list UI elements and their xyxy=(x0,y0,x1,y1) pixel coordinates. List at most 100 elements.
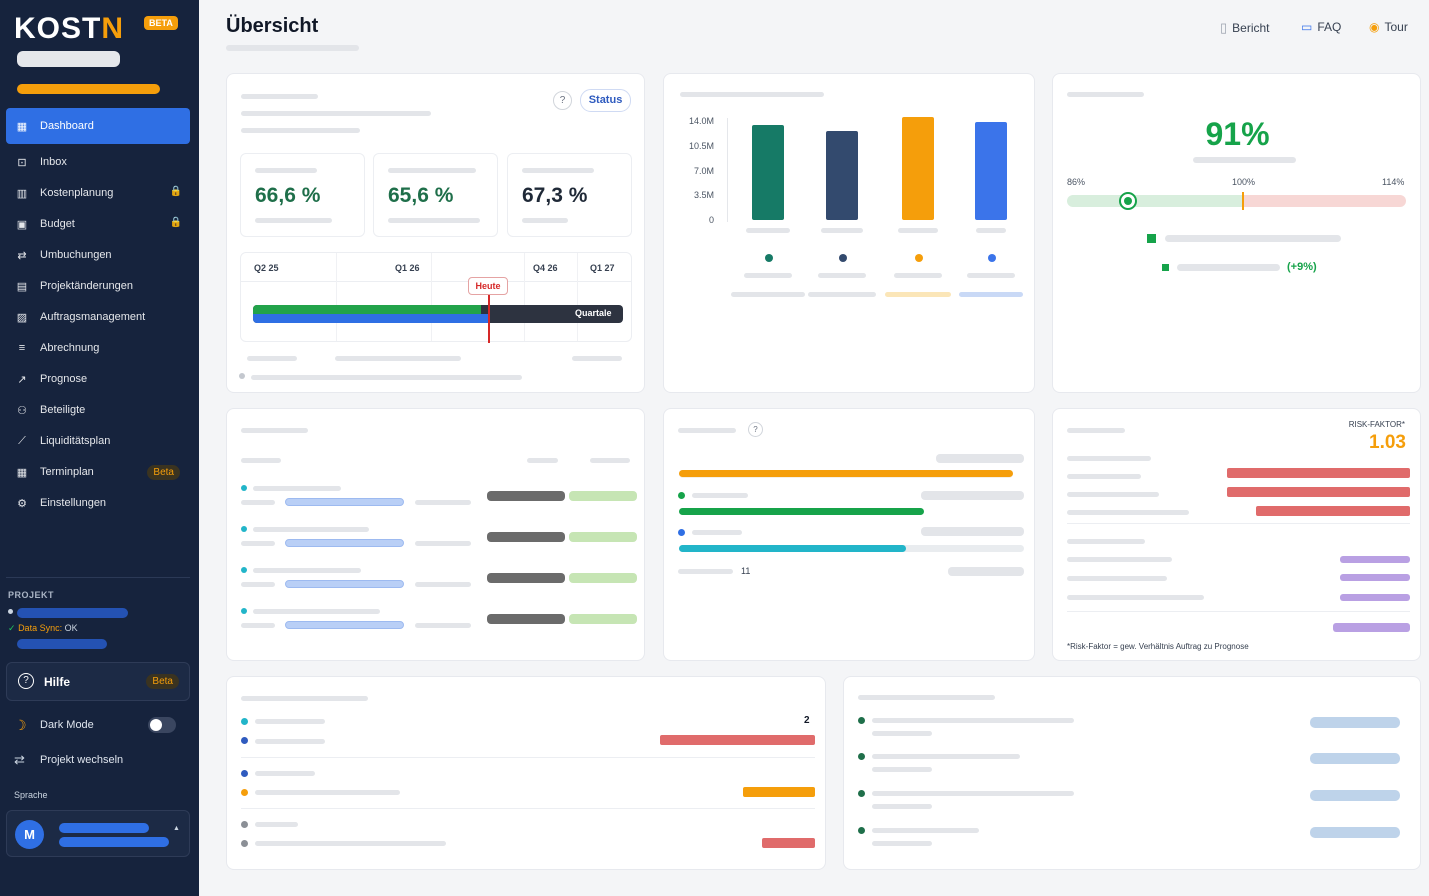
switch-project-link[interactable]: Projekt wechseln xyxy=(40,754,124,766)
nav-item-label: Liquiditätsplan xyxy=(40,435,111,447)
timeline-mode-label[interactable]: Quartale xyxy=(575,308,612,318)
kpi-caption-placeholder xyxy=(255,218,332,223)
nav-item-label: Einstellungen xyxy=(40,497,107,509)
status-dot xyxy=(8,609,13,614)
deadline-bar xyxy=(743,787,815,797)
card-title-placeholder xyxy=(680,92,824,97)
report-icon: ▯ xyxy=(1220,20,1228,35)
row-amount-bar xyxy=(487,614,565,624)
legend-dot xyxy=(239,373,245,379)
percent-value: 91% xyxy=(1205,116,1270,152)
nav-item-label: Projektänderungen xyxy=(40,280,133,292)
participant-contact-pill[interactable] xyxy=(1310,753,1400,764)
card-title-placeholder xyxy=(1067,428,1125,433)
faq-link[interactable]: ▭ FAQ xyxy=(1301,20,1341,34)
legend-placeholder xyxy=(1177,264,1280,271)
row-label-placeholder xyxy=(1067,474,1141,479)
nav-item-budget[interactable]: ▣ Budget 🔒 xyxy=(6,209,190,239)
label-placeholder xyxy=(692,530,742,535)
nav-item-terminplan[interactable]: ▦ Terminplan Beta xyxy=(6,457,190,487)
column-header-placeholder xyxy=(241,458,281,463)
y-tick-label: 7.0M xyxy=(693,165,714,176)
compass-icon: ◉ xyxy=(1369,20,1380,34)
kpi-tile: 67,3 % xyxy=(507,153,632,237)
help-icon[interactable]: ? xyxy=(553,91,572,110)
card-title-placeholder xyxy=(241,428,308,433)
nav-item-projektänderungen[interactable]: ▤ Projektänderungen xyxy=(6,271,190,301)
nav-item-abrechnung[interactable]: ≡ Abrechnung xyxy=(6,333,190,363)
label-placeholder xyxy=(255,719,325,724)
nav-item-label: Auftragsmanagement xyxy=(40,311,146,323)
legend-dot xyxy=(241,718,248,725)
quarter-label: Q1 27 xyxy=(590,263,615,273)
sync-placeholder xyxy=(17,639,107,649)
today-marker: Heute xyxy=(468,277,508,295)
help-icon[interactable]: ? xyxy=(748,422,763,437)
divider xyxy=(241,757,815,758)
x-label-placeholder xyxy=(821,228,863,233)
participant-contact-pill[interactable] xyxy=(1310,790,1400,801)
help-icon: ? xyxy=(18,673,34,689)
participant-role-placeholder xyxy=(872,767,932,772)
dark-mode-toggle[interactable] xyxy=(148,717,176,733)
nav-item-auftragsmanagement[interactable]: ▨ Auftragsmanagement xyxy=(6,302,190,332)
x-label-placeholder xyxy=(898,228,938,233)
nav-item-inbox[interactable]: ⊡ Inbox xyxy=(6,147,190,177)
inbox-icon: ⊡ xyxy=(17,156,27,169)
participant-contact-pill[interactable] xyxy=(1310,717,1400,728)
row-meta-placeholder xyxy=(241,500,275,505)
percent-caption-placeholder xyxy=(1193,157,1296,163)
card-title-placeholder xyxy=(678,428,736,433)
logo[interactable]: KOSTN xyxy=(14,12,125,45)
card-title-placeholder xyxy=(1067,92,1144,97)
help-button[interactable]: ? Hilfe Beta xyxy=(6,662,190,701)
trend-icon: ↗ xyxy=(17,373,27,386)
gauge-target-line xyxy=(1242,192,1244,210)
participant-dot xyxy=(858,790,865,797)
delta-value: (+9%) xyxy=(1287,261,1317,273)
legend-value-placeholder xyxy=(731,292,805,297)
language-selector[interactable]: M ▲ xyxy=(6,810,190,857)
nav-item-beteiligte[interactable]: ⚇ Beteiligte xyxy=(6,395,190,425)
scale-min: 86% xyxy=(1067,177,1086,187)
nav-item-prognose[interactable]: ↗ Prognose xyxy=(6,364,190,394)
legend-value-placeholder xyxy=(885,292,951,297)
legend-dot xyxy=(241,821,248,828)
bar[interactable] xyxy=(752,125,784,220)
report-link[interactable]: ▯ Bericht xyxy=(1220,20,1270,36)
row-title-placeholder xyxy=(253,609,380,614)
budget-icon: ▣ xyxy=(16,218,28,231)
avatar: M xyxy=(15,820,44,849)
deadline-card: 2 xyxy=(226,676,826,870)
divider xyxy=(6,577,190,578)
nav-item-kostenplanung[interactable]: ▥ Kostenplanung 🔒 xyxy=(6,178,190,208)
legend-value-placeholder xyxy=(808,292,876,297)
legend-square xyxy=(1162,264,1169,271)
legend-label-placeholder xyxy=(967,273,1015,278)
line-chart-icon: ⟋ xyxy=(18,434,26,447)
subtitle-placeholder xyxy=(226,45,359,51)
tour-link[interactable]: ◉ Tour xyxy=(1369,20,1408,34)
nav-item-umbuchungen[interactable]: ⇄ Umbuchungen xyxy=(6,240,190,270)
bar[interactable] xyxy=(826,130,858,220)
risk-bar xyxy=(1227,468,1410,478)
label-placeholder xyxy=(255,739,325,744)
nav-item-liquiditätsplan[interactable]: ⟋ Liquiditätsplan xyxy=(6,426,190,456)
count-value: 11 xyxy=(741,566,751,576)
status-button[interactable]: Status xyxy=(580,89,631,112)
legend-placeholder xyxy=(251,375,522,380)
participant-role-placeholder xyxy=(872,841,932,846)
row-amount-bar xyxy=(487,532,565,542)
row-label-placeholder xyxy=(1067,557,1172,562)
nav-item-dashboard[interactable]: ▦ Dashboard xyxy=(6,108,190,144)
row-link-placeholder xyxy=(285,539,404,547)
participant-contact-pill[interactable] xyxy=(1310,827,1400,838)
timeline: Q2 25 Q1 26 Q4 26 Q1 27 Quartale Heute xyxy=(240,252,632,343)
bar[interactable] xyxy=(975,122,1007,220)
forecast-bar xyxy=(1340,594,1410,601)
kpi-caption-placeholder xyxy=(388,218,480,223)
nav-item-einstellungen[interactable]: ⚙ Einstellungen xyxy=(6,488,190,518)
card-title-placeholder xyxy=(241,94,318,99)
row-link-placeholder xyxy=(285,621,404,629)
bar[interactable] xyxy=(902,116,934,220)
